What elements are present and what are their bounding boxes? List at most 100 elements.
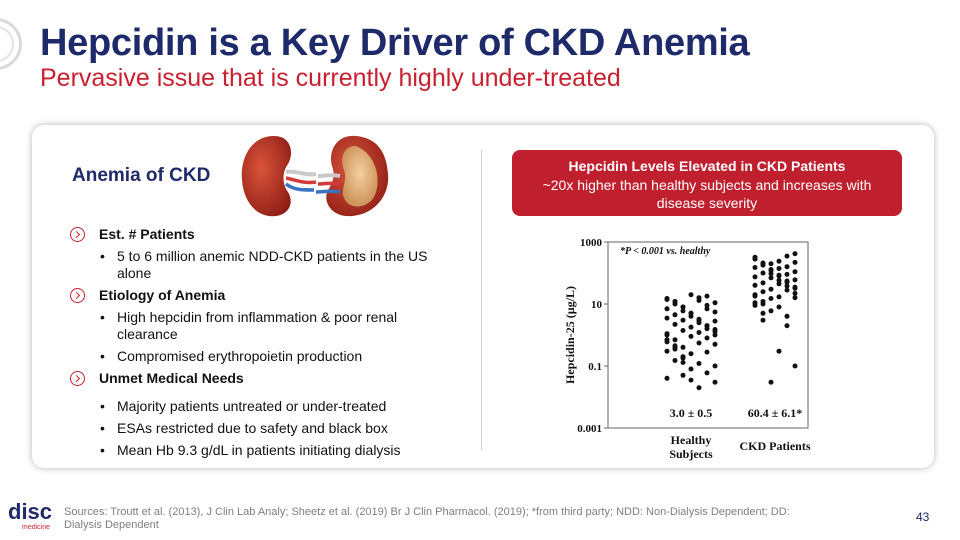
data-point-healthy	[712, 318, 718, 324]
data-point-healthy	[664, 331, 670, 337]
data-point-healthy	[672, 337, 678, 343]
data-point-healthy	[696, 340, 702, 346]
page-number: 43	[916, 510, 930, 524]
data-point-ckd	[792, 290, 798, 296]
plot-frame	[607, 241, 809, 429]
data-point-ckd	[768, 296, 774, 301]
group-label-ckd: 60.4 ± 6.1*	[748, 406, 803, 420]
data-point-healthy	[680, 355, 686, 361]
data-point-ckd	[784, 287, 790, 293]
data-point-ckd	[752, 282, 758, 288]
data-point-healthy	[704, 293, 710, 299]
svg-text:medicine: medicine	[22, 524, 50, 531]
disc-medicine-logo: disc medicine	[8, 499, 52, 531]
data-point-healthy	[672, 312, 678, 318]
left-sections: Est. # Patients 5 to 6 million anemic ND…	[70, 226, 450, 464]
data-point-healthy	[712, 332, 718, 338]
bullet-item: 5 to 6 million anemic NDD-CKD patients i…	[70, 248, 450, 282]
chevron-right-icon	[70, 227, 85, 242]
data-point-healthy	[680, 304, 686, 310]
data-point-ckd	[760, 289, 766, 295]
data-point-healthy	[696, 361, 702, 366]
data-point-healthy	[688, 292, 694, 298]
panel-divider	[481, 150, 482, 450]
data-point-ckd	[792, 295, 798, 301]
data-point-healthy	[688, 310, 694, 316]
data-point-ckd	[792, 363, 798, 369]
data-point-healthy	[712, 363, 718, 369]
data-point-ckd	[776, 266, 782, 271]
data-point-ckd	[776, 294, 782, 300]
data-point-healthy	[712, 329, 718, 334]
y-tick-label: 1000	[580, 237, 603, 249]
data-point-ckd	[792, 251, 798, 257]
chart-annotation: *P < 0.001 vs. healthy	[620, 246, 711, 257]
data-point-ckd	[768, 267, 774, 272]
bullet-item: Mean Hb 9.3 g/dL in patients initiating …	[70, 442, 450, 459]
data-point-healthy	[672, 358, 678, 363]
data-point-ckd	[752, 274, 758, 280]
section-header-unmet-needs: Unmet Medical Needs	[70, 370, 450, 392]
data-point-ckd	[792, 259, 798, 265]
data-point-ckd	[752, 265, 758, 270]
data-point-healthy	[688, 377, 694, 383]
data-point-healthy	[696, 295, 702, 301]
data-point-ckd	[784, 253, 790, 259]
data-point-healthy	[712, 300, 718, 306]
bullet-item: ESAs restricted due to safety and black …	[70, 420, 450, 437]
y-tick-label: 0.001	[577, 423, 602, 435]
data-point-healthy	[680, 344, 686, 350]
group-label-healthy: 3.0 ± 0.5	[670, 406, 713, 420]
data-point-ckd	[776, 272, 782, 278]
data-point-healthy	[672, 321, 678, 327]
data-point-healthy	[712, 341, 718, 347]
data-point-healthy	[680, 328, 686, 333]
data-point-ckd	[760, 260, 766, 266]
data-point-healthy	[664, 297, 670, 302]
data-point-ckd	[752, 293, 758, 299]
slide-title: Hepcidin is a Key Driver of CKD Anemia	[40, 22, 750, 64]
data-point-ckd	[768, 261, 774, 267]
data-point-healthy	[664, 315, 670, 321]
data-point-healthy	[672, 344, 678, 350]
bullet-list-patients: 5 to 6 million anemic NDD-CKD patients i…	[70, 248, 450, 282]
data-point-healthy	[704, 335, 710, 341]
data-point-healthy	[664, 337, 670, 343]
data-point-healthy	[680, 360, 686, 365]
hepcidin-scatter-chart: Hepcidin-25 (µg/L) 1000 10 0.1 0.001 *P < 0…	[563, 237, 811, 461]
callout-body: ~20x higher than healthy subjects and in…	[542, 177, 872, 211]
data-point-ckd	[784, 279, 790, 285]
data-point-healthy	[712, 379, 718, 385]
data-point-ckd	[784, 323, 790, 329]
hepcidin-callout: Hepcidin Levels Elevated in CKD Patients…	[512, 150, 902, 216]
data-point-healthy	[696, 316, 702, 322]
data-point-healthy	[688, 351, 694, 357]
y-axis-label: Hepcidin-25 (µg/L)	[563, 286, 577, 384]
bullet-item: High hepcidin from inflammation & poor r…	[70, 309, 450, 343]
kidney-illustration	[241, 135, 389, 217]
bullet-item: Majority patients untreated or under-tre…	[70, 398, 450, 415]
data-point-healthy	[696, 330, 702, 335]
data-point-ckd	[768, 308, 774, 314]
x-category-ckd: CKD Patients	[740, 439, 811, 453]
data-point-ckd	[768, 275, 774, 281]
data-point-healthy	[704, 370, 710, 376]
data-point-healthy	[672, 299, 678, 304]
data-point-healthy	[704, 306, 710, 312]
data-point-ckd	[768, 271, 774, 277]
data-point-healthy	[688, 366, 694, 372]
data-point-healthy	[664, 348, 670, 354]
data-point-ckd	[792, 277, 798, 283]
callout-heading: Hepcidin Levels Elevated in CKD Patients	[568, 158, 846, 174]
bullet-list-etiology: High hepcidin from inflammation & poor r…	[70, 309, 450, 365]
data-point-healthy	[704, 323, 710, 329]
bullet-list-unmet-needs: Majority patients untreated or under-tre…	[70, 398, 450, 459]
section-header-patients: Est. # Patients	[70, 226, 450, 248]
bullet-item: Compromised erythropoietin production	[70, 348, 450, 365]
data-point-ckd	[776, 304, 782, 310]
chevron-right-icon	[70, 371, 85, 386]
data-point-healthy	[688, 324, 694, 330]
data-point-ckd	[768, 379, 774, 385]
svg-text:disc: disc	[8, 499, 52, 524]
data-point-healthy	[680, 317, 686, 323]
